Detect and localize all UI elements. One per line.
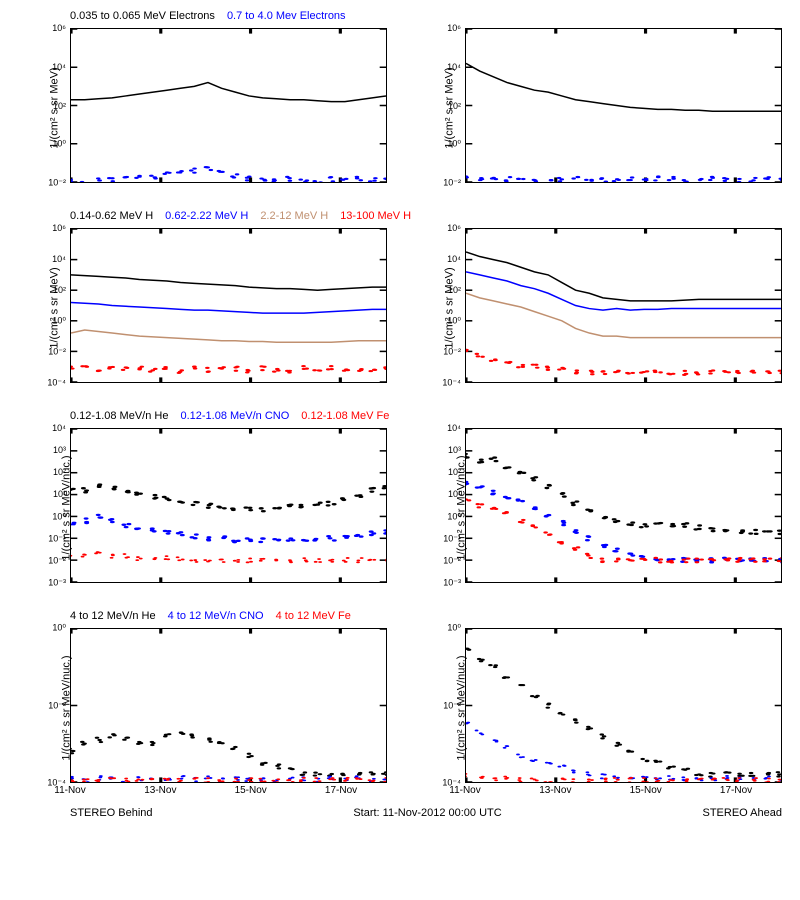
footer-right: STEREO Ahead [702, 807, 782, 819]
y-ticks: 10⁻⁴10⁻²10⁰ [38, 628, 68, 783]
plot-area [465, 228, 782, 383]
x-tick-label: 11-Nov [54, 785, 86, 796]
chart-panel: 1/(cm² s sr MeV)10⁻²10⁰10²10⁴10⁶ [405, 10, 790, 205]
footer-left: STEREO Behind [70, 807, 153, 819]
y-tick-label: 10² [448, 285, 461, 295]
x-tick-label: 13-Nov [539, 785, 571, 796]
y-tick-label: 10⁻¹ [48, 533, 66, 544]
x-tick-label: 13-Nov [144, 785, 176, 796]
y-tick-label: 10² [53, 467, 66, 477]
y-tick-label: 10⁶ [447, 223, 461, 233]
y-tick-label: 10⁻² [443, 178, 461, 189]
chart-panel: 4 to 12 MeV/n He 4 to 12 MeV/n CNO 4 to 12… [10, 610, 395, 805]
plot-area [70, 28, 387, 183]
legend-item: 4 to 12 MeV Fe [276, 610, 351, 622]
y-tick-label: 10² [448, 467, 461, 477]
x-tick-label: 11-Nov [449, 785, 481, 796]
y-tick-label: 10¹ [448, 489, 461, 499]
x-tick-label: 17-Nov [325, 785, 357, 796]
legend-item: 0.12-1.08 MeV Fe [301, 410, 389, 422]
y-tick-label: 10⁰ [447, 316, 461, 327]
footer-center: Start: 11-Nov-2012 00:00 UTC [353, 807, 501, 819]
y-tick-label: 10⁻⁴ [442, 378, 461, 389]
y-tick-label: 10⁻⁴ [47, 378, 66, 389]
x-tick-label: 15-Nov [235, 785, 267, 796]
chart-panel: 1/(cm² s sr MeV/nuc.)10⁻⁴10⁻²10⁰11-Nov13… [405, 610, 790, 805]
y-tick-label: 10⁰ [52, 511, 66, 522]
y-tick-label: 10² [53, 285, 66, 295]
plot-area [70, 428, 387, 583]
plot-area [465, 628, 782, 783]
y-tick-label: 10⁰ [52, 316, 66, 327]
y-tick-label: 10⁴ [447, 423, 461, 433]
chart-panel: 1/(cm² s sr MeV)10⁻⁴10⁻²10⁰10²10⁴10⁶ [405, 210, 790, 405]
x-ticks: 11-Nov13-Nov15-Nov17-Nov [70, 785, 387, 803]
y-tick-label: 10⁴ [52, 423, 66, 433]
y-tick-label: 10³ [53, 445, 66, 455]
y-tick-label: 10⁻² [443, 347, 461, 358]
y-tick-label: 10⁶ [52, 23, 66, 33]
legend-item: 0.12-1.08 MeV/n CNO [180, 410, 289, 422]
legend: 0.035 to 0.065 MeV Electrons 0.7 to 4.0 M… [70, 10, 358, 22]
y-tick-label: 10⁻² [48, 178, 66, 189]
chart-panel: 0.12-1.08 MeV/n He 0.12-1.08 MeV/n CNO 0.1… [10, 410, 395, 605]
legend: 0.12-1.08 MeV/n He 0.12-1.08 MeV/n CNO 0.1… [70, 410, 401, 422]
x-tick-label: 17-Nov [720, 785, 752, 796]
legend-item: 0.7 to 4.0 Mev Electrons [227, 10, 346, 22]
y-ticks: 10⁻³10⁻²10⁻¹10⁰10¹10²10³10⁴ [433, 428, 463, 583]
y-ticks: 10⁻⁴10⁻²10⁰10²10⁴10⁶ [38, 228, 68, 383]
legend-item: 0.62-2.22 MeV H [165, 210, 248, 222]
legend-item: 2.2-12 MeV H [260, 210, 328, 222]
y-tick-label: 10⁴ [52, 254, 66, 264]
y-tick-label: 10⁻¹ [443, 533, 461, 544]
legend-item: 4 to 12 MeV/n He [70, 610, 156, 622]
chart-panel: 0.14-0.62 MeV H 0.62-2.22 MeV H 2.2-12 MeV… [10, 210, 395, 405]
footer: STEREO Behind Start: 11-Nov-2012 00:00 U… [10, 807, 790, 819]
y-tick-label: 10⁻³ [443, 578, 461, 589]
x-tick-label: 15-Nov [630, 785, 662, 796]
y-tick-label: 10⁶ [52, 223, 66, 233]
chart-panel: 0.035 to 0.065 MeV Electrons 0.7 to 4.0 M… [10, 10, 395, 205]
plot-area [70, 628, 387, 783]
legend-item: 13-100 MeV H [340, 210, 411, 222]
y-tick-label: 10⁴ [447, 254, 461, 264]
y-ticks: 10⁻²10⁰10²10⁴10⁶ [433, 28, 463, 183]
legend: 4 to 12 MeV/n He 4 to 12 MeV/n CNO 4 to 12… [70, 610, 363, 622]
y-tick-label: 10⁻² [48, 700, 66, 711]
y-tick-label: 10⁻³ [48, 578, 66, 589]
y-tick-label: 10⁰ [447, 511, 461, 522]
y-tick-label: 10² [448, 101, 461, 111]
legend-item: 0.035 to 0.065 MeV Electrons [70, 10, 215, 22]
chart-panel: 1/(cm² s sr MeV/nuc.)10⁻³10⁻²10⁻¹10⁰10¹1… [405, 410, 790, 605]
chart-grid: 0.035 to 0.065 MeV Electrons 0.7 to 4.0 M… [10, 10, 790, 805]
y-tick-label: 10³ [448, 445, 461, 455]
plot-area [70, 228, 387, 383]
y-ticks: 10⁻³10⁻²10⁻¹10⁰10¹10²10³10⁴ [38, 428, 68, 583]
y-tick-label: 10⁻² [48, 555, 66, 566]
y-tick-label: 10⁰ [447, 139, 461, 150]
y-tick-label: 10⁰ [52, 139, 66, 150]
y-ticks: 10⁻²10⁰10²10⁴10⁶ [38, 28, 68, 183]
y-ticks: 10⁻⁴10⁻²10⁰10²10⁴10⁶ [433, 228, 463, 383]
y-tick-label: 10⁻² [443, 700, 461, 711]
y-tick-label: 10⁻² [443, 555, 461, 566]
plot-area [465, 28, 782, 183]
y-tick-label: 10⁴ [52, 62, 66, 72]
y-ticks: 10⁻⁴10⁻²10⁰ [433, 628, 463, 783]
legend-item: 0.12-1.08 MeV/n He [70, 410, 168, 422]
plot-area [465, 428, 782, 583]
y-tick-label: 10⁴ [447, 62, 461, 72]
y-tick-label: 10⁶ [447, 23, 461, 33]
legend: 0.14-0.62 MeV H 0.62-2.22 MeV H 2.2-12 MeV… [70, 210, 423, 222]
y-tick-label: 10⁻² [48, 347, 66, 358]
legend-item: 0.14-0.62 MeV H [70, 210, 153, 222]
y-tick-label: 10⁰ [52, 623, 66, 634]
y-tick-label: 10² [53, 101, 66, 111]
y-tick-label: 10¹ [53, 489, 66, 499]
x-ticks: 11-Nov13-Nov15-Nov17-Nov [465, 785, 782, 803]
legend-item: 4 to 12 MeV/n CNO [168, 610, 264, 622]
y-tick-label: 10⁰ [447, 623, 461, 634]
